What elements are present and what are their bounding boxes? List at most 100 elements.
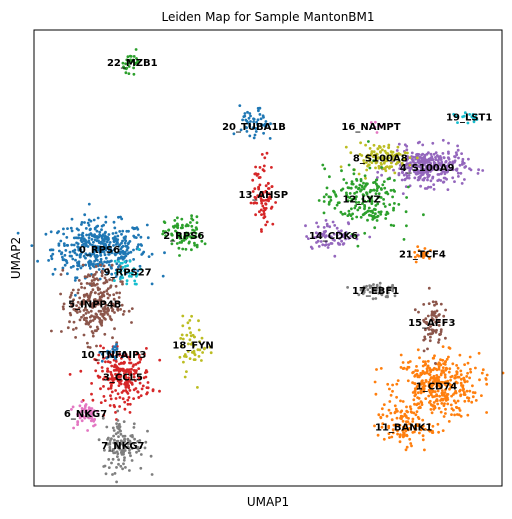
data-point [132, 375, 136, 379]
data-point [480, 394, 483, 397]
data-point [62, 302, 66, 306]
data-point [468, 376, 471, 380]
data-point [469, 367, 472, 371]
data-point [71, 257, 75, 261]
data-point [103, 464, 107, 468]
data-point [89, 320, 92, 323]
data-point [431, 368, 435, 372]
data-point [440, 402, 444, 405]
data-point [77, 247, 81, 251]
data-point [391, 157, 394, 161]
data-point [415, 403, 419, 407]
data-point [389, 150, 393, 154]
data-point [370, 161, 374, 165]
data-point [384, 165, 388, 169]
data-point [450, 374, 454, 378]
data-point [440, 172, 443, 175]
data-point [104, 256, 108, 260]
data-point [418, 431, 421, 435]
data-point [110, 249, 114, 253]
data-point [138, 360, 142, 364]
cluster-label: 22_MZB1 [107, 58, 158, 69]
cluster-label: 7_NKG7 [101, 441, 144, 452]
data-point [335, 226, 339, 230]
data-point [82, 237, 86, 241]
data-point [456, 171, 460, 175]
data-point [342, 178, 346, 181]
data-point [80, 243, 84, 247]
data-point [88, 294, 92, 297]
data-point [106, 355, 110, 359]
data-point [268, 195, 272, 199]
data-point [427, 160, 431, 164]
data-point [408, 360, 412, 363]
data-point [430, 166, 434, 170]
data-point [404, 448, 408, 452]
data-point [408, 405, 412, 409]
data-point [431, 158, 435, 162]
data-point [329, 198, 333, 202]
data-point [374, 297, 378, 300]
data-point [473, 117, 477, 120]
data-point [75, 241, 78, 245]
data-point [127, 376, 130, 380]
data-point [435, 374, 439, 377]
data-point [119, 379, 123, 383]
data-point [91, 306, 95, 309]
data-point [434, 320, 437, 324]
data-point [338, 232, 342, 236]
data-point [430, 411, 434, 415]
data-point [99, 401, 103, 404]
data-point [208, 345, 212, 349]
data-point [267, 192, 271, 196]
data-point [379, 210, 383, 214]
data-point [460, 182, 464, 185]
data-point [373, 226, 377, 230]
data-point [269, 122, 272, 126]
data-point [76, 267, 79, 271]
data-point [190, 231, 194, 235]
data-point [188, 319, 192, 322]
data-point [414, 413, 418, 417]
data-point [454, 401, 458, 405]
data-point [384, 217, 388, 220]
data-point [200, 239, 204, 243]
data-point [76, 412, 80, 416]
data-point [57, 242, 61, 246]
data-point [369, 153, 373, 157]
data-point [430, 314, 434, 317]
data-point [442, 371, 446, 374]
data-point [111, 379, 115, 383]
data-point [108, 293, 112, 297]
data-point [91, 234, 95, 238]
data-point [388, 203, 392, 207]
data-point [195, 227, 199, 231]
data-point [62, 227, 65, 231]
data-point [403, 143, 407, 147]
data-point [413, 391, 417, 394]
data-point [105, 376, 109, 380]
data-point [92, 252, 96, 256]
data-point [401, 163, 404, 167]
data-point [456, 399, 460, 403]
data-point [370, 189, 373, 192]
data-point [106, 308, 110, 312]
data-point [72, 264, 75, 268]
data-point [121, 266, 125, 269]
data-point [442, 321, 446, 325]
data-point [368, 290, 372, 294]
data-point [411, 420, 415, 423]
data-point [254, 213, 257, 217]
data-point [408, 422, 411, 426]
data-point [109, 370, 113, 374]
data-point [389, 161, 393, 165]
data-point [474, 366, 477, 370]
data-point [79, 253, 82, 257]
data-point [110, 461, 113, 465]
data-point [427, 388, 431, 392]
data-point [374, 204, 378, 207]
data-point [190, 248, 193, 252]
data-point [335, 203, 339, 207]
data-point [388, 400, 392, 403]
data-point [118, 353, 121, 357]
